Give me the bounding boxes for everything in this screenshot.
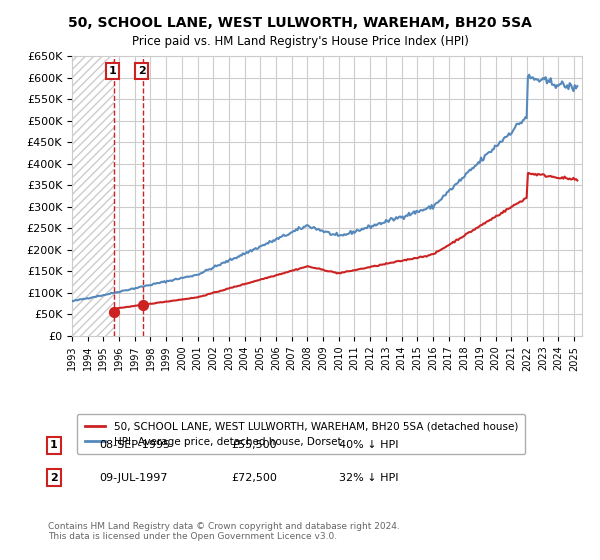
- Text: Price paid vs. HM Land Registry's House Price Index (HPI): Price paid vs. HM Land Registry's House …: [131, 35, 469, 48]
- Text: 50, SCHOOL LANE, WEST LULWORTH, WAREHAM, BH20 5SA: 50, SCHOOL LANE, WEST LULWORTH, WAREHAM,…: [68, 16, 532, 30]
- Text: 09-JUL-1997: 09-JUL-1997: [99, 473, 167, 483]
- Text: 1: 1: [50, 440, 58, 450]
- Point: [138, 300, 148, 309]
- Legend: 50, SCHOOL LANE, WEST LULWORTH, WAREHAM, BH20 5SA (detached house), HPI: Average: 50, SCHOOL LANE, WEST LULWORTH, WAREHAM,…: [77, 414, 526, 454]
- Text: 40% ↓ HPI: 40% ↓ HPI: [339, 440, 398, 450]
- Text: £55,500: £55,500: [231, 440, 277, 450]
- Text: 08-SEP-1995: 08-SEP-1995: [99, 440, 170, 450]
- Bar: [72, 56, 114, 336]
- Text: Contains HM Land Registry data © Crown copyright and database right 2024.
This d: Contains HM Land Registry data © Crown c…: [48, 522, 400, 542]
- Text: £72,500: £72,500: [231, 473, 277, 483]
- Text: 2: 2: [137, 66, 145, 76]
- Text: 32% ↓ HPI: 32% ↓ HPI: [339, 473, 398, 483]
- Text: 1: 1: [109, 66, 116, 76]
- Point: [109, 307, 119, 316]
- Text: 2: 2: [50, 473, 58, 483]
